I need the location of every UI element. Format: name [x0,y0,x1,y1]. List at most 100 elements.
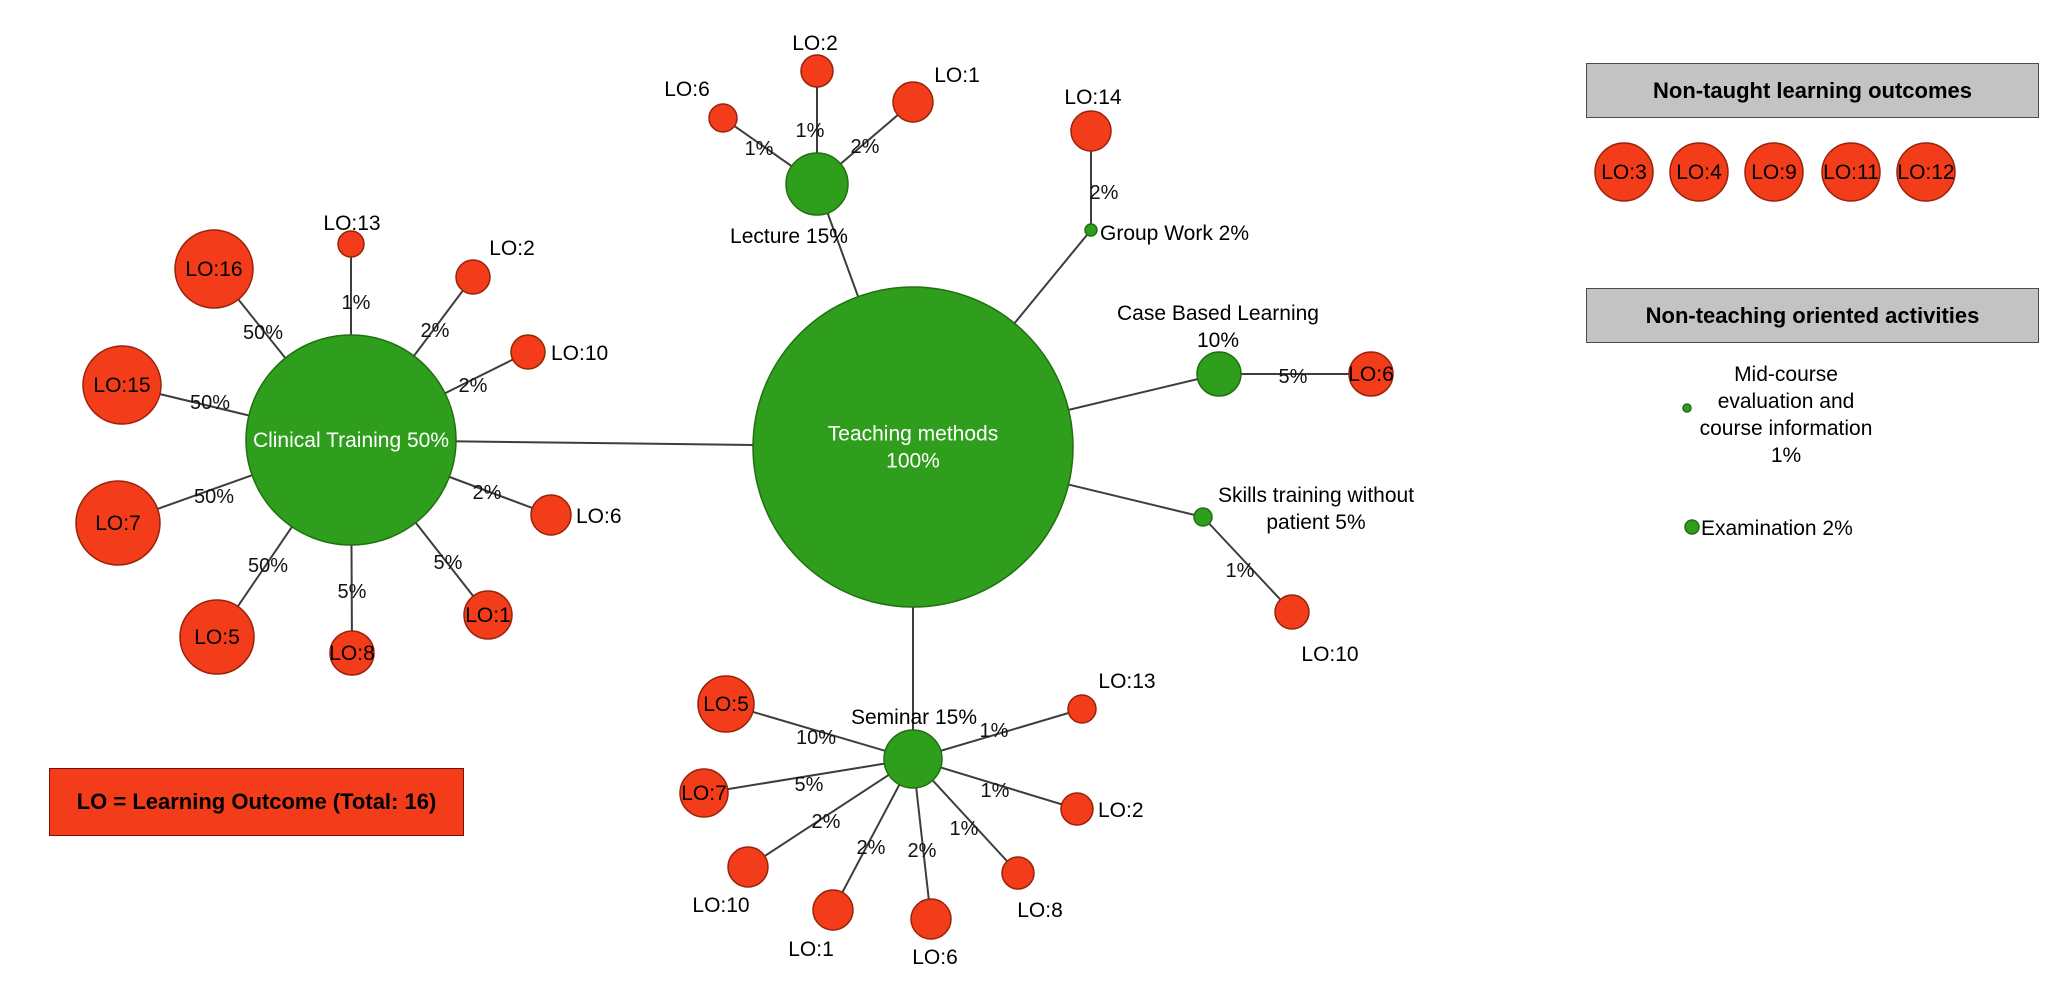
node-label-ct_lo16: LO:16 [185,258,242,281]
node-ct_lo15 [82,345,162,425]
edge-percentage-label: 1% [745,138,774,160]
node-label-ct_lo8: LO:8 [329,642,375,665]
labels-layer: 50%1%2%2%50%50% 2%50%5%5%1%1%2%2%5%1%10%5… [93,32,1954,969]
node-lg_lo3 [1594,142,1654,202]
node-ct_lo1 [463,590,513,640]
node-sem_lo10 [727,846,769,888]
node-label-lg_lo9: LO:9 [1751,161,1797,184]
node-label-ct_lo5: LO:5 [194,626,240,649]
node-sem_lo2 [1060,792,1094,826]
node-label-sem_lo8: LO:8 [1017,899,1063,922]
node-label-lg_lo11: LO:11 [1823,161,1879,184]
node-ct_lo7 [75,480,161,566]
node-label-ct_lo6: LO:6 [576,505,622,528]
node-label-sem_lo2: LO:2 [1098,799,1144,822]
node-label-sk_lo10: LO:10 [1301,643,1358,666]
node-label-lec_lo1: LO:1 [934,64,980,87]
nodes-layer [75,54,1956,940]
node-label-gw_lo14: LO:14 [1064,86,1122,109]
node-label-sem_lo13: LO:13 [1098,670,1155,693]
edge-percentage-label: 1% [981,780,1010,802]
node-label-ct_lo2: LO:2 [489,237,535,260]
node-sem_lo13 [1067,694,1097,724]
node-label-skills: Skills training without patient 5% [1218,484,1414,534]
edge-percentage-label: 50% [243,322,283,344]
edge-sem-sem_lo5 [725,703,914,760]
edge-percentage-label: 2% [857,837,886,859]
node-ct_lo8 [329,630,375,676]
edge-percentage-label: 1% [950,818,979,840]
node-cbl_lo6 [1348,351,1394,397]
node-ct_lo5 [179,599,255,675]
node-ct_lo6 [530,494,572,536]
edge-percentage-label: 2% [1090,182,1119,204]
node-ct_lo16 [174,229,254,309]
node-label-lg_lo4: LO:4 [1676,161,1722,184]
node-label-lec: Lecture 15% [730,225,848,248]
node-ct_lo2 [455,259,491,295]
edge-percentage-label: 50% [248,555,288,577]
node-ct [245,334,457,546]
edge-percentage-label: 2% [459,375,488,397]
node-label-lec_lo6: LO:6 [664,78,710,101]
node-lg_lo4 [1669,142,1729,202]
node-lec_lo1 [892,81,934,123]
non-taught-outcomes-header: Non-taught learning outcomes [1586,63,2039,118]
node-label-lg_lo3: LO:3 [1601,161,1647,184]
node-lg_exam [1684,519,1700,535]
node-label-ct_lo7: LO:7 [95,512,141,535]
edge-percentage-label: 1% [796,120,825,142]
node-skills [1193,507,1213,527]
node-label-ct_lo15: LO:15 [93,374,150,397]
node-lg_lo12 [1896,142,1956,202]
node-sem_lo6 [910,898,952,940]
edge-percentage-label: 5% [338,581,367,603]
node-gw_lo14 [1070,110,1112,152]
edge-percentage-label: 10% [796,727,836,749]
node-sem [883,729,943,789]
node-sem_lo5 [697,675,755,733]
node-label-cbl: Case Based Learning 10% [1117,302,1319,352]
edge-percentage-label: 1% [342,292,371,314]
node-tm [752,286,1074,608]
node-label-lec_lo2: LO:2 [792,32,838,55]
node-label-tm: Teaching methods 100% [828,423,998,473]
node-label-sem_lo7: LO:7 [681,782,727,805]
edge-percentage-label: 2% [473,482,502,504]
edge-percentage-label: 1% [1226,560,1255,582]
node-label-sem: Seminar 15% [851,706,977,729]
edge-percentage-label: 5% [434,552,463,574]
node-label-lg_mid: Mid-course evaluation and course informati… [1700,363,1873,467]
edge-percentage-label: 2% [421,320,450,342]
node-ct_lo13 [337,230,365,258]
edge-percentage-label: 2% [908,840,937,862]
node-label-gw: Group Work 2% [1100,222,1249,245]
node-gw [1084,223,1098,237]
edge-percentage-label: 2% [851,136,880,158]
node-lg_lo9 [1744,142,1804,202]
node-label-ct_lo13: LO:13 [323,212,380,235]
node-label-ct_lo10: LO:10 [551,342,608,365]
node-lec [785,152,849,216]
edge-skills-sk_lo10 [1202,516,1293,613]
edge-percentage-label: 50% [190,392,230,414]
edge-percentage-label: 50% [194,486,234,508]
node-label-ct: Clinical Training 50% [253,429,449,452]
node-label-lg_exam: Examination 2% [1701,517,1853,540]
edge-percentage-label: 1% [980,720,1009,742]
node-sem_lo8 [1001,856,1035,890]
node-label-cbl_lo6: LO:6 [1348,363,1394,386]
node-label-ct_lo1: LO:1 [465,604,511,627]
node-label-sem_lo10: LO:10 [692,894,749,917]
non-teaching-activities-header: Non-teaching oriented activities [1586,288,2039,343]
node-lec_lo6 [708,103,738,133]
edge-sem-sem_lo7 [703,758,914,794]
node-label-sem_lo6: LO:6 [912,946,958,969]
node-label-lg_lo12: LO:12 [1897,161,1954,184]
edge-sem-sem_lo10 [747,758,914,868]
node-label-sem_lo1: LO:1 [788,938,834,961]
edge-percentage-label: 5% [795,774,824,796]
node-sem_lo7 [679,768,729,818]
learning-outcome-key-box: LO = Learning Outcome (Total: 16) [49,768,464,836]
